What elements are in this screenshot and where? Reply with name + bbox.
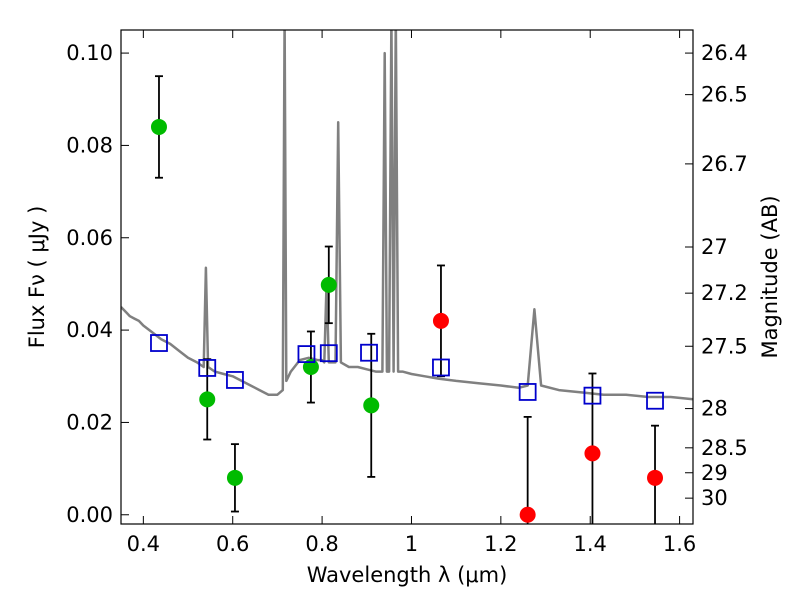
y-axis-label: Flux Fν ( μJy ) [25, 206, 49, 349]
y2-tick-label: 28 [701, 397, 728, 421]
x-tick-label: 1.6 [663, 532, 696, 556]
green-data-point [226, 469, 243, 486]
model-photometry-point [297, 345, 316, 364]
x-tick-label: 1.4 [574, 532, 607, 556]
green-data-point [302, 359, 319, 376]
x-tick-label: 0.8 [305, 532, 338, 556]
model-photometry-point [198, 359, 217, 377]
y2-tick-label: 27.5 [701, 334, 748, 358]
y2-tick-label: 29 [701, 461, 728, 485]
green-data-point [199, 391, 216, 408]
y2-tick-label: 27.2 [701, 281, 748, 305]
model-photometry-point [150, 334, 168, 352]
model-photometry-point [432, 358, 450, 377]
model-photometry-point [646, 391, 664, 410]
y-tick-label: 0.10 [66, 41, 113, 65]
y-tick-label: 0.08 [66, 133, 113, 157]
red-data-point [647, 469, 664, 486]
y-tick-label: 0.06 [66, 226, 113, 250]
x-axis-label: Wavelength λ (μm) [307, 563, 508, 587]
green-data-point [320, 276, 337, 293]
x-tick-label: 0.6 [216, 532, 249, 556]
model-photometry-point [226, 371, 244, 389]
model-photometry-point [319, 344, 338, 363]
model-spectrum-line [121, 30, 693, 401]
green-data-point [150, 118, 167, 135]
model-photometry-point [583, 386, 602, 405]
red-data-point [584, 445, 601, 462]
y-tick-label: 0.00 [66, 503, 113, 527]
y2-axis-label: Magnitude (AB) [758, 195, 782, 358]
red-data-point [519, 506, 536, 523]
model-photometry-point [518, 383, 537, 401]
y2-tick-label: 26.7 [701, 152, 748, 176]
y2-tick-label: 30 [701, 486, 728, 510]
y2-tick-label: 27 [701, 235, 728, 259]
y2-tick-label: 26.5 [701, 83, 748, 107]
x-tick-label: 1 [405, 532, 418, 556]
y-tick-label: 0.02 [66, 410, 113, 434]
axes: 0.4 0.6 0.8 1 1.2 1.4 1.6 0.00 0.02 0.04 0.06 0.08 0… [66, 30, 748, 556]
y-tick-label: 0.04 [66, 318, 113, 342]
y2-tick-label: 26.4 [701, 41, 748, 65]
model-photometry-point [360, 343, 378, 362]
plot-frame [120, 29, 694, 525]
y2-tick-label: 28.5 [701, 436, 748, 460]
green-data-point [363, 397, 380, 414]
plot-background [121, 30, 693, 524]
x-tick-label: 0.4 [127, 532, 160, 556]
red-data-point [432, 312, 449, 329]
x-tick-label: 1.2 [484, 532, 517, 556]
plot-area [121, 30, 693, 524]
